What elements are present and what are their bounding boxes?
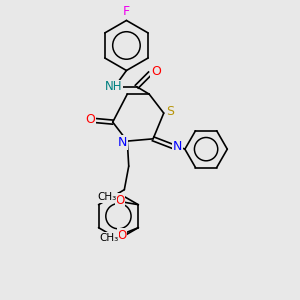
Text: N: N <box>173 140 182 153</box>
Text: O: O <box>115 194 124 207</box>
Text: O: O <box>86 113 96 126</box>
Text: O: O <box>151 65 161 79</box>
Text: CH₃: CH₃ <box>98 192 117 202</box>
Text: NH: NH <box>104 80 122 93</box>
Text: F: F <box>123 5 130 18</box>
Text: CH₃: CH₃ <box>99 233 119 243</box>
Text: S: S <box>166 105 174 118</box>
Text: N: N <box>118 136 128 149</box>
Text: O: O <box>118 229 127 242</box>
